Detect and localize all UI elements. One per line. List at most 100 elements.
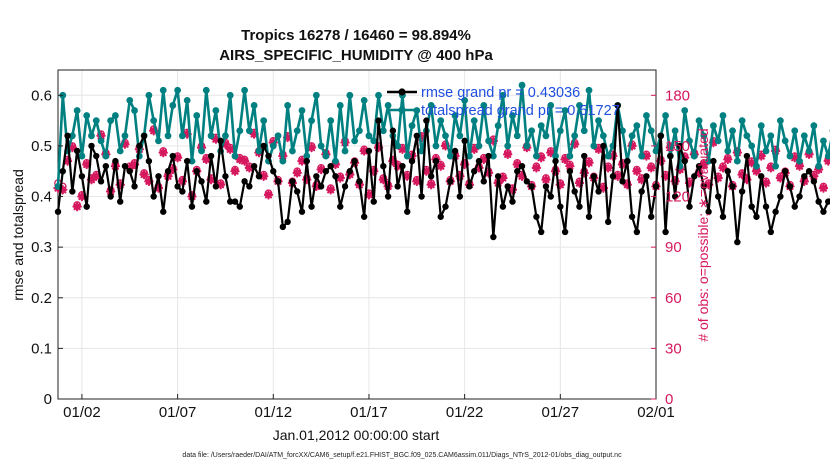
totalspread-point bbox=[164, 132, 172, 140]
totalspread-point bbox=[83, 112, 91, 119]
rmse-point bbox=[389, 127, 397, 134]
totalspread-point bbox=[437, 117, 445, 125]
rmse-point bbox=[265, 152, 272, 160]
totalspread-point bbox=[547, 102, 555, 109]
rmse-point bbox=[136, 142, 143, 150]
rmse-point bbox=[648, 213, 655, 220]
legend-totalspread-marker bbox=[398, 106, 406, 114]
rmse-point bbox=[102, 162, 110, 170]
totalspread-point bbox=[365, 132, 373, 140]
obs-evaluated-point bbox=[129, 159, 140, 170]
obs-evaluated-point bbox=[211, 134, 221, 144]
totalspread-point bbox=[470, 117, 478, 125]
totalspread-point bbox=[92, 117, 100, 125]
right-axis-label: # of obs: o=possible; ∗=evaluated bbox=[695, 128, 711, 341]
obs-evaluated-point bbox=[627, 141, 637, 151]
obs-evaluated-point bbox=[249, 129, 259, 139]
totalspread-point bbox=[571, 132, 579, 140]
rmse-point bbox=[633, 228, 641, 236]
totalspread-point bbox=[73, 107, 81, 114]
obs-evaluated-point bbox=[263, 190, 274, 200]
obs-evaluated-point bbox=[282, 132, 293, 143]
totalspread-point bbox=[796, 157, 803, 165]
rmse-point bbox=[571, 188, 578, 195]
rmse-point bbox=[686, 203, 693, 210]
rmse-point bbox=[88, 142, 95, 150]
obs-evaluated-point bbox=[818, 183, 829, 193]
rmse-point bbox=[576, 203, 583, 210]
totalspread-point bbox=[781, 137, 789, 145]
totalspread-point bbox=[475, 142, 483, 150]
rmse-point bbox=[523, 178, 531, 185]
obs-evaluated-point bbox=[259, 171, 269, 181]
totalspread-point bbox=[446, 152, 454, 160]
totalspread-point bbox=[690, 152, 698, 160]
rmse-point bbox=[337, 203, 344, 210]
rmse-point bbox=[313, 173, 320, 180]
x-tick-label: 01/02 bbox=[63, 404, 101, 421]
totalspread-point bbox=[427, 102, 435, 109]
rmse-point bbox=[825, 198, 830, 205]
totalspread-point bbox=[523, 142, 531, 150]
obs-evaluated-point bbox=[809, 171, 819, 181]
obs-evaluated-point bbox=[699, 159, 709, 170]
rmse-point bbox=[475, 157, 483, 165]
totalspread-point bbox=[509, 112, 516, 119]
rmse-point bbox=[791, 203, 798, 210]
obs-evaluated-point bbox=[177, 176, 188, 187]
obs-evaluated-point bbox=[215, 180, 226, 190]
rmse-point bbox=[714, 193, 722, 200]
right-axis-ticks: 0 30 60 90 120 150 180 bbox=[651, 87, 690, 408]
obs-evaluated-point bbox=[426, 180, 436, 190]
totalspread-point bbox=[485, 137, 492, 145]
totalspread-point bbox=[456, 132, 464, 140]
obs-evaluated-point bbox=[168, 164, 178, 175]
totalspread-point bbox=[308, 117, 315, 125]
obs-evaluated-point bbox=[742, 174, 752, 185]
totalspread-point bbox=[461, 96, 469, 104]
rmse-point bbox=[97, 178, 105, 185]
totalspread-point bbox=[327, 117, 335, 125]
totalspread-point bbox=[533, 152, 540, 160]
rmse-point bbox=[236, 203, 243, 210]
rmse-point bbox=[600, 142, 607, 150]
rmse-point bbox=[399, 162, 406, 170]
rmse-point bbox=[188, 203, 196, 210]
left-axis-label: rmse and totalspread bbox=[10, 169, 26, 301]
rmse-point bbox=[490, 233, 497, 241]
totalspread-point bbox=[466, 152, 473, 160]
rmse-point bbox=[279, 223, 287, 231]
rmse-point bbox=[777, 193, 784, 200]
totalspread-point bbox=[207, 132, 215, 140]
rmse-point bbox=[542, 183, 550, 190]
totalspread-point bbox=[107, 117, 115, 125]
obs-evaluated-point bbox=[646, 163, 656, 173]
obs-evaluated-point bbox=[723, 154, 733, 165]
rmse-point bbox=[93, 152, 100, 160]
totalspread-point bbox=[188, 157, 196, 165]
obs-evaluated-point bbox=[148, 126, 159, 136]
obs-evaluated-point bbox=[86, 174, 97, 185]
totalspread-point bbox=[236, 127, 244, 135]
obs-evaluated-point bbox=[479, 154, 489, 165]
rmse-point bbox=[748, 203, 755, 210]
obs-evaluated-point bbox=[244, 163, 255, 173]
totalspread-point bbox=[451, 112, 459, 119]
totalspread-point bbox=[743, 132, 751, 140]
totalspread-point bbox=[800, 132, 808, 140]
totalspread-point bbox=[202, 86, 210, 94]
rmse-point bbox=[657, 132, 664, 139]
rmse-point bbox=[442, 203, 449, 210]
rmse-point bbox=[437, 213, 444, 220]
rmse-point bbox=[700, 183, 708, 190]
rmse-point bbox=[432, 157, 440, 165]
rmse-point bbox=[241, 178, 248, 185]
right-tick-label: 180 bbox=[665, 87, 690, 104]
rmse-point bbox=[116, 198, 124, 205]
obs-evaluated-point bbox=[297, 156, 307, 166]
totalspread-point bbox=[131, 107, 138, 114]
rmse-point bbox=[786, 183, 794, 190]
obs-evaluated-point bbox=[775, 173, 786, 183]
rmse-point bbox=[260, 142, 267, 150]
rmse-point bbox=[317, 183, 325, 190]
